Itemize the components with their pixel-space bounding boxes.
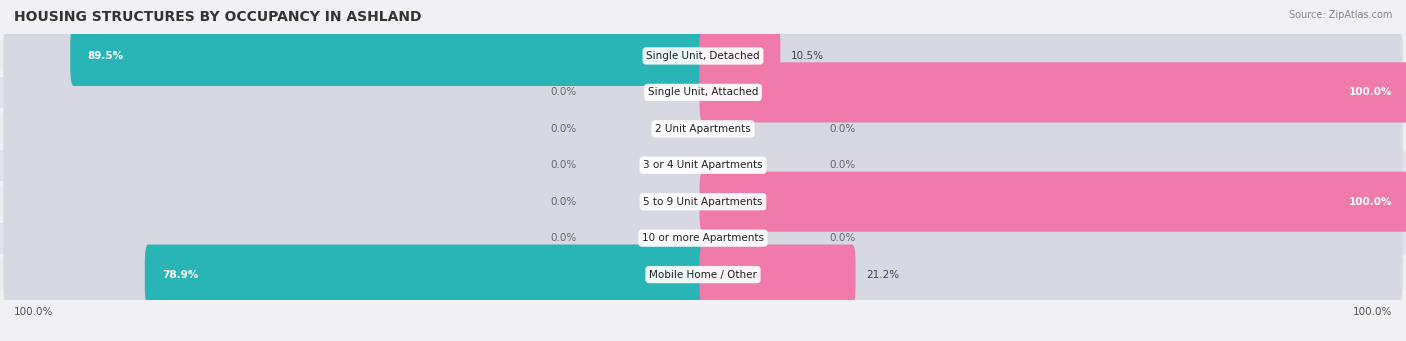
FancyBboxPatch shape <box>145 244 707 305</box>
Text: 0.0%: 0.0% <box>830 233 856 243</box>
FancyBboxPatch shape <box>3 172 1403 232</box>
Text: 89.5%: 89.5% <box>87 51 124 61</box>
Text: 78.9%: 78.9% <box>162 270 198 280</box>
Text: 21.2%: 21.2% <box>866 270 900 280</box>
Text: 100.0%: 100.0% <box>1348 87 1392 98</box>
FancyBboxPatch shape <box>3 26 1403 86</box>
Text: 0.0%: 0.0% <box>550 233 576 243</box>
FancyBboxPatch shape <box>3 62 1403 122</box>
Text: 0.0%: 0.0% <box>830 124 856 134</box>
Text: Mobile Home / Other: Mobile Home / Other <box>650 270 756 280</box>
Text: 10 or more Apartments: 10 or more Apartments <box>643 233 763 243</box>
Text: 0.0%: 0.0% <box>550 160 576 170</box>
Text: HOUSING STRUCTURES BY OCCUPANCY IN ASHLAND: HOUSING STRUCTURES BY OCCUPANCY IN ASHLA… <box>14 10 422 24</box>
Text: 100.0%: 100.0% <box>1353 307 1392 317</box>
FancyBboxPatch shape <box>70 26 707 86</box>
Text: Single Unit, Attached: Single Unit, Attached <box>648 87 758 98</box>
FancyBboxPatch shape <box>700 244 855 305</box>
Text: 100.0%: 100.0% <box>14 307 53 317</box>
Text: Source: ZipAtlas.com: Source: ZipAtlas.com <box>1288 10 1392 20</box>
Text: 0.0%: 0.0% <box>830 160 856 170</box>
FancyBboxPatch shape <box>3 208 1403 268</box>
FancyBboxPatch shape <box>700 26 780 86</box>
Text: Single Unit, Detached: Single Unit, Detached <box>647 51 759 61</box>
FancyBboxPatch shape <box>0 77 1406 108</box>
Text: 0.0%: 0.0% <box>550 124 576 134</box>
Text: 2 Unit Apartments: 2 Unit Apartments <box>655 124 751 134</box>
FancyBboxPatch shape <box>3 135 1403 195</box>
FancyBboxPatch shape <box>700 62 1406 122</box>
Text: 10.5%: 10.5% <box>790 51 824 61</box>
Text: 5 to 9 Unit Apartments: 5 to 9 Unit Apartments <box>644 197 762 207</box>
FancyBboxPatch shape <box>0 223 1406 254</box>
FancyBboxPatch shape <box>0 259 1406 290</box>
Text: 0.0%: 0.0% <box>550 87 576 98</box>
Text: 0.0%: 0.0% <box>550 197 576 207</box>
FancyBboxPatch shape <box>0 113 1406 144</box>
FancyBboxPatch shape <box>0 150 1406 181</box>
Text: 3 or 4 Unit Apartments: 3 or 4 Unit Apartments <box>643 160 763 170</box>
FancyBboxPatch shape <box>3 244 1403 305</box>
FancyBboxPatch shape <box>0 186 1406 217</box>
FancyBboxPatch shape <box>700 172 1406 232</box>
Text: 100.0%: 100.0% <box>1348 197 1392 207</box>
FancyBboxPatch shape <box>0 41 1406 72</box>
FancyBboxPatch shape <box>3 99 1403 159</box>
